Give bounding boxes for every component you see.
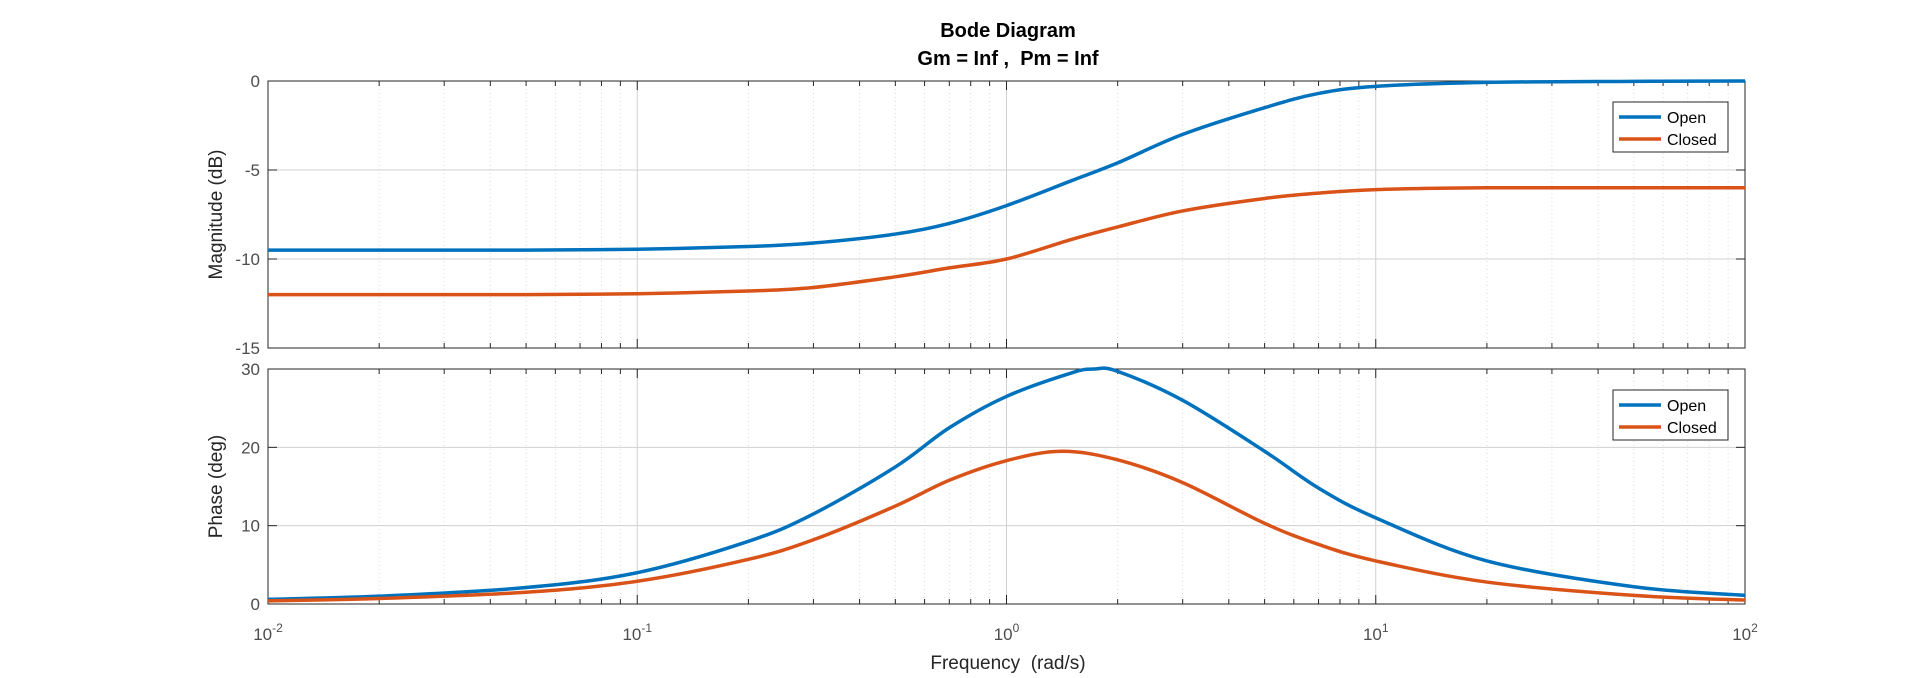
x-tick-exponent: 2 [1751, 621, 1758, 635]
x-tick-label: 100 [994, 621, 1020, 644]
chart-subtitle: Gm = Inf , Pm = Inf [917, 48, 1098, 70]
x-tick-label: 102 [1732, 621, 1758, 644]
magnitude-panel: -15 -10 -5 0 Magnitude (dB) Open Closed [206, 72, 1746, 358]
y-axis-label: Magnitude (dB) [206, 150, 227, 280]
series-line-closed [267, 449, 1746, 603]
y-tick-label: 20 [241, 438, 260, 457]
legend-label-open: Open [1667, 110, 1706, 127]
x-tick-exponent: -1 [641, 621, 652, 635]
x-tick-base: 10 [1732, 625, 1751, 644]
x-tick-label: 10-1 [622, 621, 652, 644]
legend-label-closed: Closed [1667, 420, 1717, 437]
x-tick-exponent: 0 [1013, 621, 1020, 635]
y-tick-label: -10 [235, 250, 260, 269]
axes-box [267, 80, 1746, 349]
y-tick-label: 30 [241, 360, 260, 379]
legend: Open Closed [1612, 389, 1729, 441]
y-tick-label: 0 [251, 595, 260, 614]
x-tick-base: 10 [622, 625, 641, 644]
legend-box [1612, 101, 1729, 153]
legend-label-closed: Closed [1667, 132, 1717, 149]
x-tick-labels: 10-2 10-1 100 101 102 [253, 621, 1758, 644]
x-tick-base: 10 [1363, 625, 1382, 644]
x-tick-exponent: -2 [272, 621, 283, 635]
series-line-open [267, 366, 1746, 602]
y-tick-label: -5 [245, 161, 260, 180]
y-tick-label: -15 [235, 339, 260, 358]
legend: Open Closed [1612, 101, 1729, 153]
series-line-closed [268, 185, 1745, 297]
x-axis-label: Frequency (rad/s) [930, 653, 1085, 674]
y-tick-label: 0 [251, 72, 260, 91]
x-tick-base: 10 [253, 625, 272, 644]
x-tick-base: 10 [994, 625, 1013, 644]
legend-label-open: Open [1667, 398, 1706, 415]
axes-box [267, 368, 1746, 605]
y-axis-label: Phase (deg) [206, 435, 227, 539]
series-line-open [268, 79, 1746, 252]
chart-title: Bode Diagram [940, 20, 1076, 42]
y-tick-label: 10 [241, 517, 260, 536]
x-tick-label: 101 [1363, 621, 1389, 644]
legend-box [1612, 389, 1729, 441]
phase-panel: 0 10 20 30 Phase (deg) Open Closed [206, 360, 1746, 614]
x-tick-exponent: 1 [1382, 621, 1389, 635]
x-tick-label: 10-2 [253, 621, 283, 644]
